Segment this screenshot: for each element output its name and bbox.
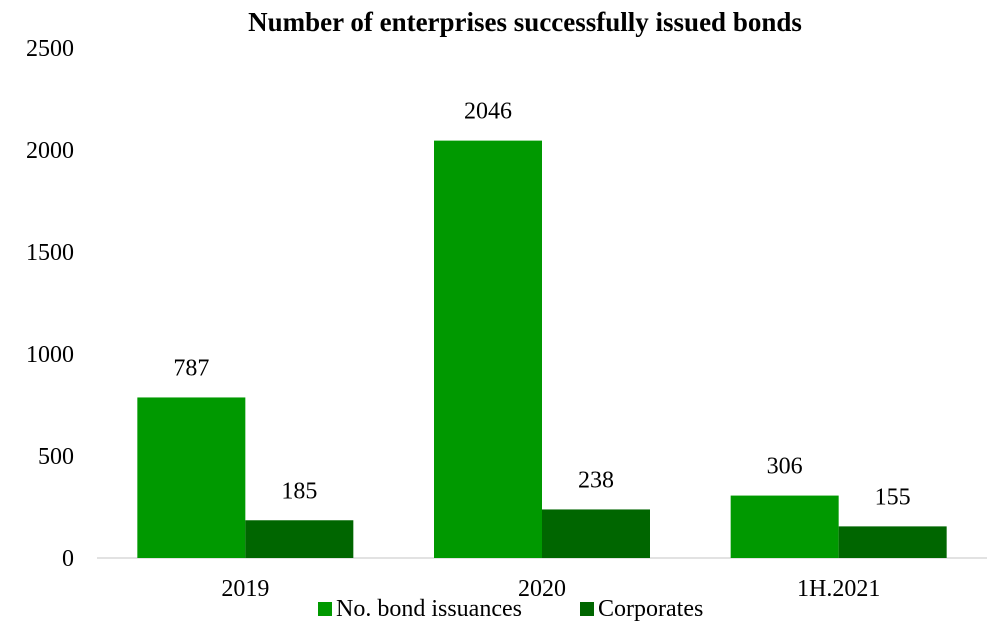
- x-tick-label: 2019: [221, 576, 269, 602]
- legend-label: No. bond issuances: [336, 596, 522, 622]
- x-axis-ticks: 2019 2020 1H.2021: [221, 576, 880, 602]
- data-labels: 787 185 2046 238 306 155: [173, 99, 910, 511]
- y-tick-label: 2000: [26, 138, 74, 164]
- bar-corporates: [245, 520, 354, 558]
- data-label: 306: [767, 454, 803, 480]
- legend-label: Corporates: [598, 596, 703, 622]
- data-label: 155: [875, 484, 911, 510]
- legend-swatch: [580, 602, 594, 616]
- y-tick-label: 1000: [26, 342, 74, 368]
- chart-title: Number of enterprises successfully issue…: [248, 7, 802, 37]
- y-tick-label: 0: [62, 546, 74, 572]
- y-tick-label: 2500: [26, 36, 74, 62]
- y-axis-ticks: 0 500 1000 1500 2000 2500: [26, 36, 74, 572]
- data-label: 185: [281, 478, 317, 504]
- data-label: 787: [173, 355, 209, 381]
- bar-corporates: [542, 509, 650, 558]
- data-label: 2046: [464, 99, 512, 125]
- bar-corporates: [838, 526, 947, 558]
- bar-bond-issuances: [730, 495, 839, 558]
- data-label: 238: [578, 467, 614, 493]
- bars: [137, 140, 947, 558]
- bar-bond-issuances: [434, 140, 542, 558]
- y-tick-label: 1500: [26, 240, 74, 266]
- x-tick-label: 1H.2021: [797, 576, 880, 602]
- x-tick-label: 2020: [518, 576, 566, 602]
- legend: No. bond issuances Corporates: [318, 596, 703, 622]
- y-tick-label: 500: [38, 444, 74, 470]
- legend-swatch: [318, 602, 332, 616]
- bar-bond-issuances: [137, 397, 246, 558]
